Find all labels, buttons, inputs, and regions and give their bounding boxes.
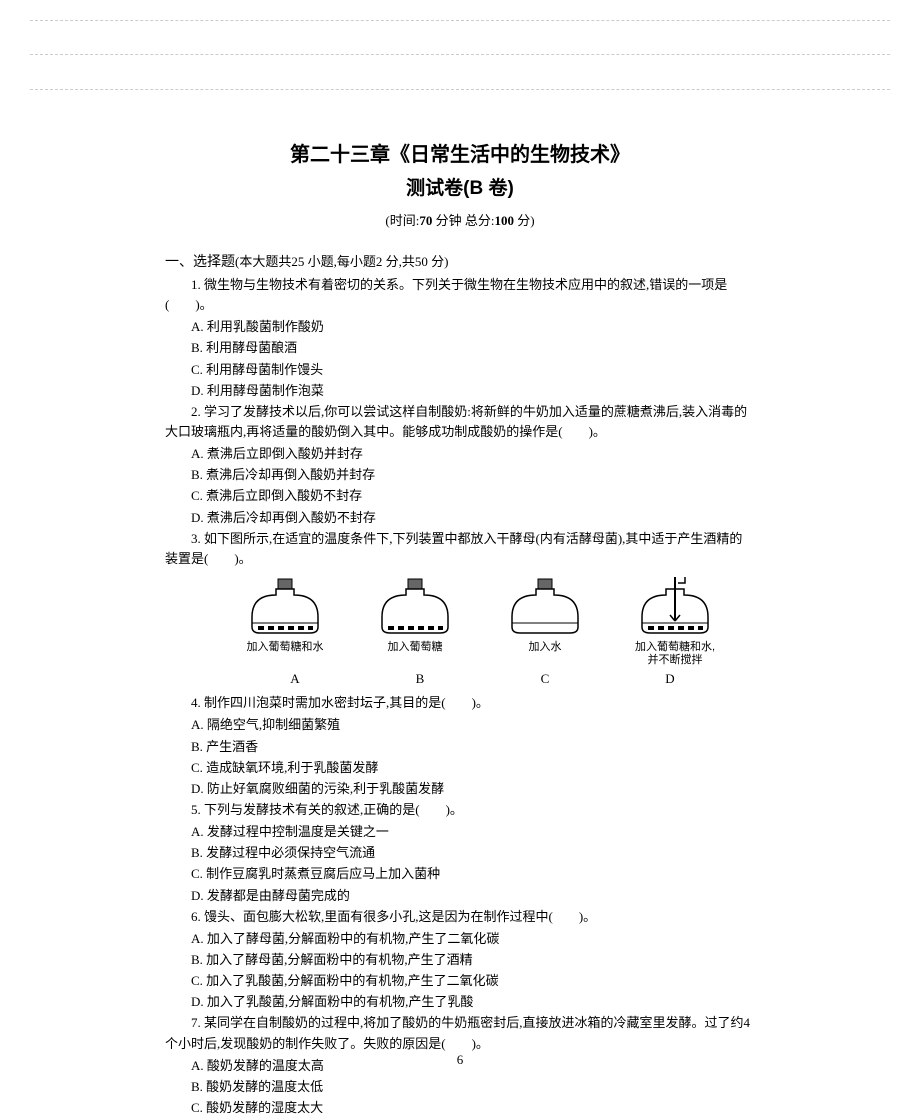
q6-option-d: D. 加入了乳酸菌,分解面粉中的有机物,产生了乳酸 xyxy=(165,992,755,1012)
q4-option-c: C. 造成缺氧环境,利于乳酸菌发酵 xyxy=(165,758,755,778)
q7-option-b: B. 酸奶发酵的温度太低 xyxy=(165,1077,755,1097)
q3-letter-d: D xyxy=(625,671,715,687)
q6-option-a: A. 加入了酵母菌,分解面粉中的有机物,产生了二氧化碳 xyxy=(165,929,755,949)
header-area xyxy=(30,20,890,90)
q2-option-a: A. 煮沸后立即倒入酸奶并封存 xyxy=(165,444,755,464)
q5-option-b: B. 发酵过程中必须保持空气流通 xyxy=(165,843,755,863)
q7-option-c: C. 酸奶发酵的湿度太大 xyxy=(165,1098,755,1118)
q6-option-c: C. 加入了乳酸菌,分解面粉中的有机物,产生了二氧化碳 xyxy=(165,971,755,991)
q5-option-c: C. 制作豆腐乳时蒸煮豆腐后应马上加入菌种 xyxy=(165,864,755,884)
flask-d-icon xyxy=(630,577,720,639)
q3-letter-a: A xyxy=(250,671,340,687)
q2-option-d: D. 煮沸后冷却再倒入酸奶不封存 xyxy=(165,508,755,528)
q4-option-a: A. 隔绝空气,抑制细菌繁殖 xyxy=(165,715,755,735)
total-unit: 分) xyxy=(514,213,535,228)
q4-option-d: D. 防止好氧腐败细菌的污染,利于乳酸菌发酵 xyxy=(165,779,755,799)
q7-stem: 7. 某同学在自制酸奶的过程中,将加了酸奶的牛奶瓶密封后,直接放进冰箱的冷藏室里… xyxy=(165,1013,755,1053)
q3-diagram-row: 加入葡萄糖和水 加入葡萄糖 加入水 xyxy=(235,577,755,667)
q2-option-c: C. 煮沸后立即倒入酸奶不封存 xyxy=(165,486,755,506)
page-number: 6 xyxy=(0,1052,920,1068)
q2-stem: 2. 学习了发酵技术以后,你可以尝试这样自制酸奶:将新鲜的牛奶加入适量的蔗糖煮沸… xyxy=(165,402,755,442)
q1-option-c: C. 利用酵母菌制作馒头 xyxy=(165,360,755,380)
time-score-info: (时间:70 分钟 总分:100 分) xyxy=(165,210,755,229)
q1-option-d: D. 利用酵母菌制作泡菜 xyxy=(165,381,755,401)
flask-c-icon xyxy=(500,577,590,639)
time-unit: 分钟 总分: xyxy=(432,213,494,228)
flask-b-icon xyxy=(370,577,460,639)
section-sub: (本大题共25 小题,每小题2 分,共50 分) xyxy=(235,254,448,269)
chapter-title: 第二十三章《日常生活中的生物技术》 xyxy=(165,138,755,167)
q3-letter-row: A B C D xyxy=(235,671,755,687)
q1-option-b: B. 利用酵母菌酿酒 xyxy=(165,338,755,358)
q3-stem: 3. 如下图所示,在适宜的温度条件下,下列装置中都放入干酵母(内有活酵母菌),其… xyxy=(165,529,755,569)
section-title: 一、选择题 xyxy=(165,253,235,269)
q6-option-b: B. 加入了酵母菌,分解面粉中的有机物,产生了酒精 xyxy=(165,950,755,970)
section-heading: 一、选择题(本大题共25 小题,每小题2 分,共50 分) xyxy=(165,251,755,271)
q3-diagram-b: 加入葡萄糖 xyxy=(365,577,465,667)
flask-a-icon xyxy=(240,577,330,639)
q3-label-b: 加入葡萄糖 xyxy=(365,641,465,654)
q5-stem: 5. 下列与发酵技术有关的叙述,正确的是( )。 xyxy=(165,800,755,820)
time-value: 70 xyxy=(419,213,432,228)
q4-option-b: B. 产生酒香 xyxy=(165,737,755,757)
q5-option-a: A. 发酵过程中控制温度是关键之一 xyxy=(165,822,755,842)
q5-option-d: D. 发酵都是由酵母菌完成的 xyxy=(165,886,755,906)
q3-letter-b: B xyxy=(375,671,465,687)
q3-diagram-d: 加入葡萄糖和水, 并不断搅拌 xyxy=(625,577,725,667)
q3-diagram-a: 加入葡萄糖和水 xyxy=(235,577,335,667)
total-value: 100 xyxy=(494,213,514,228)
q4-stem: 4. 制作四川泡菜时需加水密封坛子,其目的是( )。 xyxy=(165,693,755,713)
q2-option-b: B. 煮沸后冷却再倒入酸奶并封存 xyxy=(165,465,755,485)
time-label: (时间: xyxy=(385,213,419,228)
q3-label-d: 加入葡萄糖和水, 并不断搅拌 xyxy=(625,641,725,667)
q3-label-c: 加入水 xyxy=(495,641,595,654)
q1-option-a: A. 利用乳酸菌制作酸奶 xyxy=(165,317,755,337)
q6-stem: 6. 馒头、面包膨大松软,里面有很多小孔,这是因为在制作过程中( )。 xyxy=(165,907,755,927)
q3-letter-c: C xyxy=(500,671,590,687)
q3-diagram-c: 加入水 xyxy=(495,577,595,667)
document-content: 第二十三章《日常生活中的生物技术》 测试卷(B 卷) (时间:70 分钟 总分:… xyxy=(165,138,755,1119)
q1-stem: 1. 微生物与生物技术有着密切的关系。下列关于微生物在生物技术应用中的叙述,错误… xyxy=(165,275,755,315)
test-title: 测试卷(B 卷) xyxy=(165,173,755,200)
q3-label-a: 加入葡萄糖和水 xyxy=(235,641,335,654)
